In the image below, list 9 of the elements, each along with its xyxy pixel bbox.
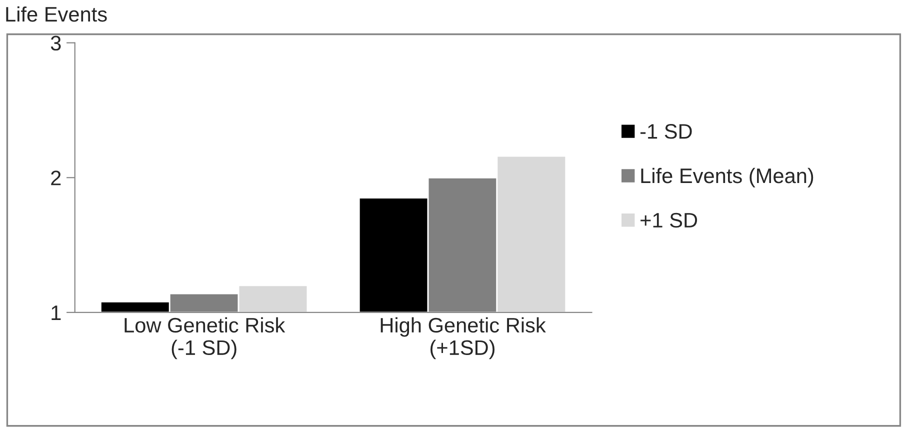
legend-label: -1 SD (640, 124, 692, 139)
x-tick-label: Low Genetic Risk (-1 SD) (124, 317, 286, 360)
y-tick-label: 2 (51, 170, 61, 186)
chart-title: Life Events (6, 6, 107, 22)
y-tick-label: 1 (52, 306, 61, 320)
legend-label: Life Events (Mean) (641, 168, 814, 188)
y-tick-label: 3 (50, 36, 61, 51)
x-tick-label: High Genetic Risk (+1SD) (380, 317, 546, 360)
legend-label: +1 SD (640, 212, 698, 228)
